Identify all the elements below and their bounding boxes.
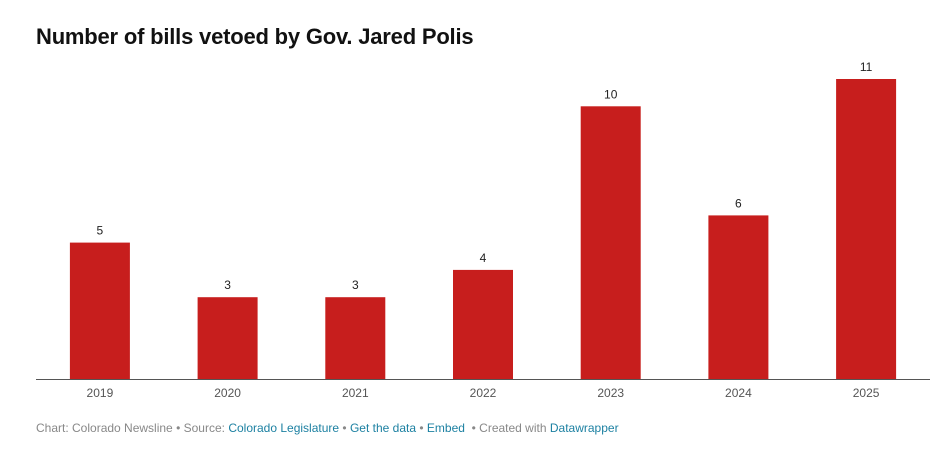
value-label-2023: 10	[604, 87, 618, 101]
footer-separator: •	[471, 421, 476, 435]
get-the-data-link[interactable]: Get the data	[349, 421, 417, 435]
footer-separator: •	[176, 421, 181, 435]
tick-labels-layer: 2019 2020 2021 2022 2023 2024 2025	[87, 386, 880, 400]
x-tick-label-2025: 2025	[853, 386, 880, 400]
value-label-2021: 3	[352, 278, 359, 292]
x-tick-label-2021: 2021	[342, 386, 369, 400]
x-tick-label-2020: 2020	[214, 386, 241, 400]
value-label-2025: 11	[860, 60, 873, 74]
footer-separator: •	[419, 421, 424, 435]
bar-2025	[836, 79, 897, 379]
chart-title: Number of bills vetoed by Gov. Jared Pol…	[36, 24, 474, 49]
source-prefix: Source:	[183, 421, 225, 435]
footer-separator: •	[342, 421, 347, 435]
bar-2023	[580, 106, 641, 380]
x-tick-label-2024: 2024	[725, 386, 752, 400]
x-tick-label-2023: 2023	[597, 386, 624, 400]
bars-layer	[69, 79, 897, 380]
bar-2024	[708, 215, 769, 379]
value-label-2019: 5	[97, 224, 104, 238]
embed-link[interactable]: Embed	[426, 421, 465, 435]
bar-2019	[69, 242, 130, 379]
x-tick-label-2019: 2019	[87, 386, 114, 400]
created-with-text: Created with	[479, 421, 547, 435]
bar-2021	[325, 297, 386, 379]
chart-footer: Chart: Colorado Newsline • Source: Color…	[36, 421, 619, 435]
value-label-2022: 4	[480, 251, 487, 265]
datawrapper-link[interactable]: Datawrapper	[549, 421, 619, 435]
value-label-2020: 3	[224, 278, 231, 292]
value-labels-layer: 5 3 3 4 10 6 11	[97, 60, 873, 292]
x-tick-label-2022: 2022	[470, 386, 497, 400]
value-label-2024: 6	[735, 196, 742, 210]
bar-2022	[453, 269, 513, 379]
bar-2020	[197, 297, 258, 379]
chart-credit: Chart: Colorado Newsline	[36, 421, 173, 435]
source-link[interactable]: Colorado Legislature	[228, 421, 340, 435]
